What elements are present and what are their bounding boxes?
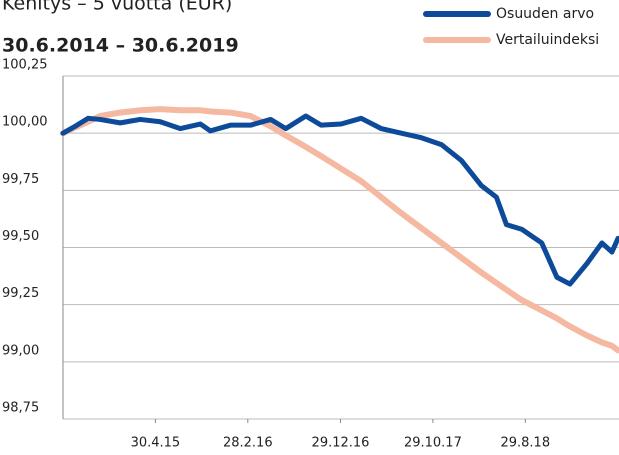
x-tick-label: 29.8.18 — [500, 436, 550, 451]
y-tick-label: 99,25 — [2, 286, 39, 301]
x-tick-label: 29.10.17 — [404, 436, 462, 451]
chart-title: Kehitys – 5 vuotta (EUR) — [2, 0, 232, 15]
x-tick-label: 28.2.16 — [223, 436, 273, 451]
legend-label: Osuuden arvo — [496, 6, 594, 22]
y-tick-label: 98,75 — [2, 401, 39, 416]
x-tick-label: 30.4.15 — [131, 436, 181, 451]
y-tick-label: 100,00 — [2, 115, 48, 130]
chart-subtitle: 30.6.2014 – 30.6.2019 — [2, 35, 239, 57]
y-tick-label: 99,00 — [2, 343, 39, 358]
y-tick-label: 99,75 — [2, 172, 39, 187]
x-tick-label: 29.12.16 — [312, 436, 370, 451]
series-line — [60, 106, 619, 354]
y-tick-label: 99,50 — [2, 229, 39, 244]
series-line — [60, 113, 619, 287]
legend-label: Vertailuindeksi — [496, 32, 599, 48]
y-tick-label: 100,25 — [2, 58, 48, 73]
